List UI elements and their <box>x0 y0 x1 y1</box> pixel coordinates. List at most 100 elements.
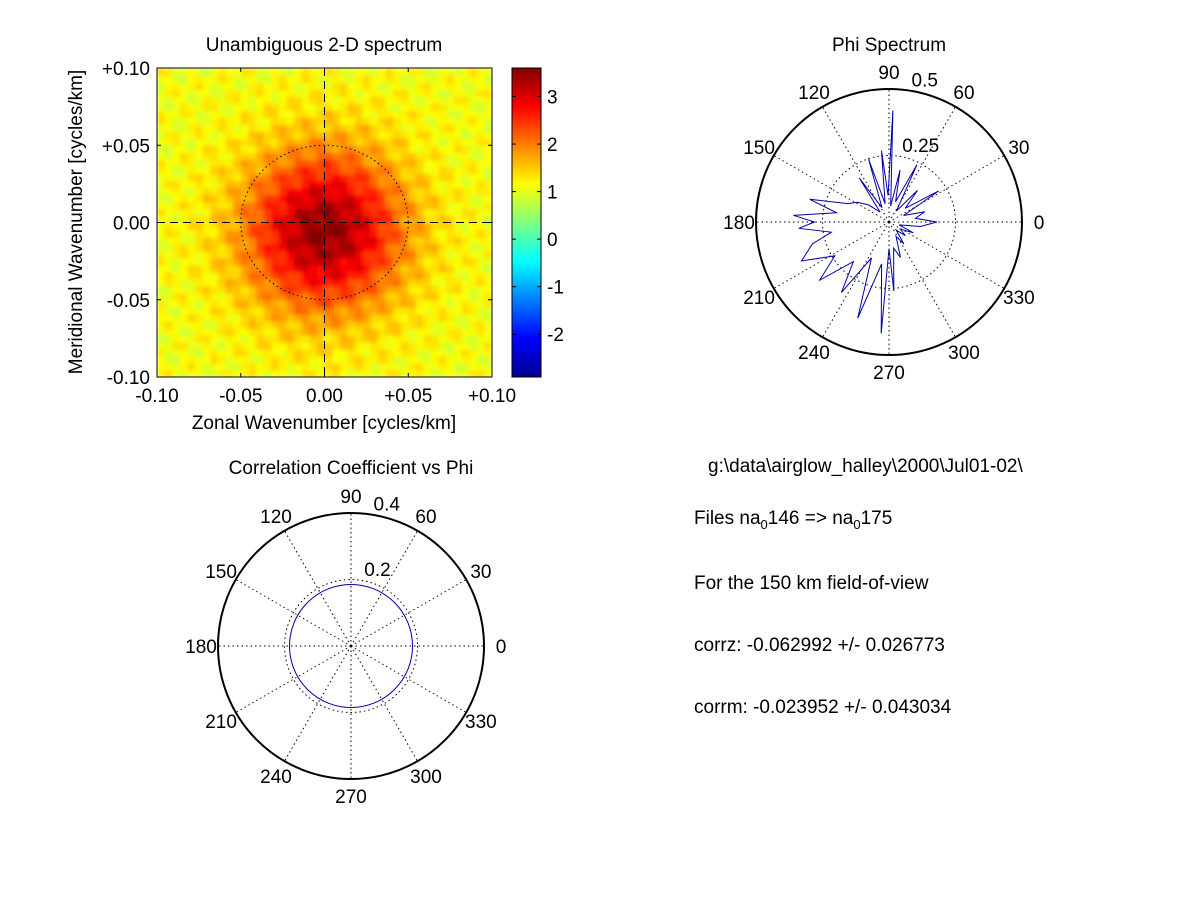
heatmap-cell <box>438 292 448 301</box>
heatmap-cell <box>332 264 341 273</box>
heatmap-cell <box>415 320 425 329</box>
heatmap-cell <box>377 250 387 259</box>
heatmap-cell <box>294 187 303 196</box>
heatmap-cell <box>362 362 371 371</box>
heatmap-cell <box>339 355 349 364</box>
heatmap-cell <box>400 222 410 231</box>
heatmap-cell <box>362 110 371 118</box>
heatmap-cell <box>423 334 432 343</box>
heatmap-cell <box>157 334 166 343</box>
heatmap-cell <box>271 264 280 273</box>
heatmap-cell <box>377 173 387 182</box>
heatmap-cell <box>362 208 371 217</box>
heatmap-cell <box>179 173 189 182</box>
heatmap-cell <box>271 320 280 329</box>
heatmap-cell <box>255 180 265 189</box>
heatmap-cell <box>393 103 402 111</box>
heatmap-cell <box>255 110 265 118</box>
heatmap-cell <box>225 264 234 273</box>
heatmap-cell <box>248 278 257 287</box>
heatmap-cell <box>195 96 204 104</box>
heatmap-cell <box>438 306 448 315</box>
heatmap-cell <box>271 278 280 287</box>
heatmap-cell <box>332 96 341 104</box>
heatmap-cell <box>339 292 349 301</box>
heatmap-cell <box>195 313 204 322</box>
heatmap-cell <box>225 117 234 125</box>
heatmap-cell <box>385 369 394 377</box>
heatmap-cell <box>164 222 174 231</box>
heatmap-cell <box>210 180 219 189</box>
heatmap-cell <box>339 348 349 357</box>
heatmap-cell <box>164 131 174 140</box>
heatmap-cell <box>362 173 371 182</box>
heatmap-cell <box>301 89 311 97</box>
heatmap-cell <box>453 250 463 259</box>
heatmap-cell <box>217 320 227 329</box>
heatmap-cell <box>225 320 234 329</box>
heatmap-cell <box>240 313 250 322</box>
x-tick-label: -0.05 <box>219 386 262 407</box>
heatmap-cell <box>354 138 364 147</box>
heatmap-cell <box>278 271 288 280</box>
heatmap-cell <box>309 355 318 364</box>
heatmap-cell <box>278 187 288 196</box>
heatmap-cell <box>347 306 356 315</box>
heatmap-cell <box>423 292 432 301</box>
heatmap-cell <box>202 257 212 266</box>
heatmap-cell <box>233 89 242 97</box>
heatmap-cell <box>157 145 166 154</box>
heatmap-cell <box>164 236 174 245</box>
heatmap-cell <box>179 208 189 217</box>
heatmap-cell <box>195 222 204 231</box>
heatmap-cell <box>286 215 295 224</box>
heatmap-cell <box>446 117 455 125</box>
heatmap-cell <box>431 306 440 315</box>
heatmap-cell <box>438 166 448 175</box>
heatmap-cell <box>271 236 280 245</box>
heatmap-cell <box>339 299 349 308</box>
heatmap-cell <box>370 103 379 111</box>
heatmap-cell <box>324 341 333 350</box>
heatmap-cell <box>377 327 387 336</box>
heatmap-cell <box>271 299 280 308</box>
heatmap-cell <box>164 89 174 97</box>
heatmap-cell <box>301 285 311 294</box>
heatmap-cell <box>187 68 196 76</box>
heatmap-cell <box>324 236 333 245</box>
heatmap-cell <box>476 152 486 161</box>
heatmap-cell <box>400 124 410 132</box>
heatmap-cell <box>400 320 410 329</box>
heatmap-cell <box>400 152 410 161</box>
heatmap-cell <box>301 236 311 245</box>
corr-spoke <box>284 530 352 647</box>
heatmap-cell <box>240 138 250 147</box>
heatmap-cell <box>469 96 478 104</box>
heatmap-cell <box>309 334 318 343</box>
heatmap-cell <box>385 152 394 161</box>
heatmap-cell <box>172 89 181 97</box>
heatmap-cell <box>172 103 181 111</box>
heatmap-cell <box>453 201 463 210</box>
heatmap-cell <box>233 264 242 273</box>
heatmap-cell <box>431 96 440 104</box>
heatmap-cell <box>408 229 417 238</box>
heatmap-cell <box>469 215 478 224</box>
heatmap-cell <box>469 89 478 97</box>
heatmap-cell <box>278 236 288 245</box>
heatmap-cell <box>255 68 265 76</box>
heatmap-cell <box>453 369 463 377</box>
heatmap-cell <box>316 271 326 280</box>
heatmap-cell <box>248 96 257 104</box>
heatmap-cell <box>453 236 463 245</box>
heatmap-cell <box>370 166 379 175</box>
heatmap-cell <box>377 103 387 111</box>
heatmap-cell <box>476 257 486 266</box>
heatmap-cell <box>286 173 295 182</box>
heatmap-cell <box>332 257 341 266</box>
heatmap-cell <box>263 369 272 377</box>
heatmap-cell <box>255 124 265 132</box>
heatmap-cell <box>438 138 448 147</box>
heatmap-cell <box>446 271 455 280</box>
heatmap-cell <box>210 243 219 252</box>
